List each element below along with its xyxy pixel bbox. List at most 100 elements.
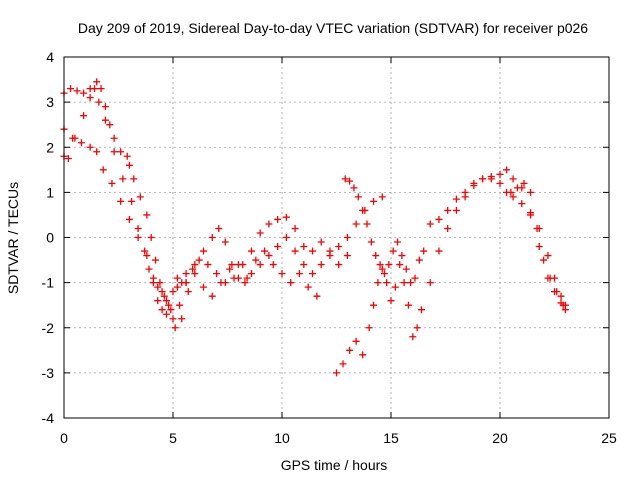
data-point (156, 279, 164, 287)
data-point (221, 238, 229, 246)
data-point (527, 188, 535, 196)
data-point (309, 270, 317, 278)
data-point (365, 324, 373, 332)
data-point (309, 247, 317, 255)
y-tick-label: -3 (42, 365, 55, 381)
data-point (200, 283, 208, 291)
data-point (287, 279, 295, 287)
data-point (418, 306, 426, 314)
data-point (513, 184, 521, 192)
data-point (208, 292, 216, 300)
data-point (265, 220, 273, 228)
data-point (535, 243, 543, 251)
data-point (389, 247, 397, 255)
data-point (300, 261, 308, 269)
data-point (444, 206, 452, 214)
data-point (182, 270, 190, 278)
data-point (546, 274, 554, 282)
data-point (169, 288, 177, 296)
data-point (420, 247, 428, 255)
data-point (509, 175, 517, 183)
x-tick-label: 0 (60, 430, 68, 446)
data-point (415, 256, 423, 264)
data-point (158, 306, 166, 314)
x-tick-labels: 0 5 10 15 20 25 (60, 430, 617, 446)
data-point (247, 247, 255, 255)
data-point (143, 252, 151, 260)
data-point (195, 256, 203, 264)
data-point (64, 155, 72, 163)
data-point (413, 324, 421, 332)
data-point (67, 85, 75, 93)
data-point (435, 247, 443, 255)
data-point (533, 224, 541, 232)
data-point (130, 175, 138, 183)
data-point (544, 252, 552, 260)
data-point (91, 85, 99, 93)
x-axis-label: GPS time / hours (281, 457, 388, 473)
data-point (184, 288, 192, 296)
data-point (162, 310, 170, 318)
data-point (200, 247, 208, 255)
data-point (256, 229, 264, 237)
data-point (154, 297, 162, 305)
x-tick-label: 5 (169, 430, 177, 446)
data-point (162, 297, 170, 305)
y-tick-label: 1 (46, 184, 54, 200)
data-point (452, 206, 460, 214)
data-point (182, 279, 190, 287)
data-point (86, 143, 94, 151)
data-point (169, 315, 177, 323)
data-point (282, 234, 290, 241)
data-point (158, 288, 166, 296)
data-point (134, 224, 142, 232)
data-point (295, 270, 303, 278)
data-point (278, 270, 286, 278)
data-point (426, 279, 434, 287)
data-point (518, 200, 526, 208)
data-point (507, 188, 515, 196)
data-point (173, 283, 181, 291)
data-point (176, 301, 184, 309)
data-point (119, 175, 127, 183)
y-tick-label: -2 (42, 320, 55, 336)
data-point (228, 261, 236, 269)
series-track-b (60, 125, 351, 323)
data-point (400, 279, 408, 287)
chart-title: Day 209 of 2019, Sidereal Day-to-day VTE… (78, 20, 588, 36)
series-track-i (507, 179, 567, 309)
data-point (149, 279, 157, 287)
data-point (452, 195, 460, 203)
series-track-c (60, 85, 321, 332)
data-point (95, 98, 103, 106)
data-point (487, 173, 495, 181)
data-point (391, 283, 399, 291)
data-point (204, 261, 212, 269)
data-point (394, 238, 402, 246)
data-point (398, 252, 406, 260)
y-tick-label: 4 (46, 49, 54, 65)
data-point (101, 103, 109, 111)
data-point (191, 261, 199, 269)
data-point (147, 234, 155, 241)
data-point (378, 193, 386, 201)
data-point (559, 301, 567, 309)
y-tick-label: 3 (46, 94, 54, 110)
data-point (136, 193, 144, 201)
data-point (380, 270, 388, 278)
data-point (291, 247, 299, 255)
data-point (496, 179, 504, 187)
data-point (80, 112, 88, 120)
data-point (496, 170, 504, 178)
data-point (191, 270, 199, 278)
data-point (509, 193, 517, 201)
data-point (97, 85, 105, 93)
data-point (503, 166, 511, 174)
data-point (343, 252, 351, 260)
data-point (426, 220, 434, 228)
data-point (252, 256, 260, 264)
data-point (128, 197, 136, 205)
data-point (215, 224, 223, 232)
data-point (73, 87, 81, 95)
series-track-a (60, 78, 190, 309)
